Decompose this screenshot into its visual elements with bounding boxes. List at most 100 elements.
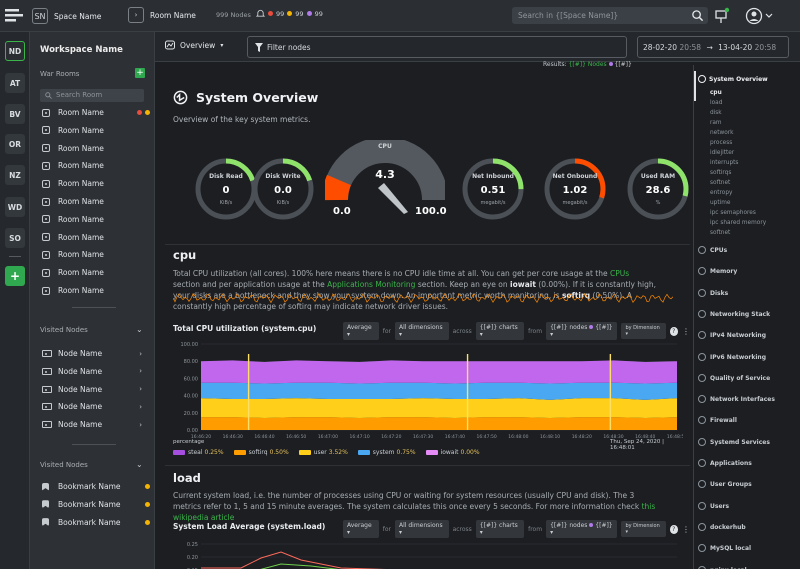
nav-section[interactable]: Disks xyxy=(694,288,800,299)
nav-section[interactable]: IPv6 Networking xyxy=(694,352,800,363)
space-tab-or[interactable]: OR xyxy=(5,134,25,154)
charts-select[interactable]: {[#]} charts ▾ xyxy=(475,322,525,340)
date-range-picker[interactable]: 28-02-20 20:58 → 13-04-20 20:58 xyxy=(637,36,789,58)
visited-node-item[interactable]: Node Name › xyxy=(42,363,150,380)
bookmark-item[interactable]: Bookmark Name xyxy=(42,514,150,531)
room-item[interactable]: Room Name xyxy=(42,104,150,121)
room-item[interactable]: Room Name xyxy=(42,157,150,174)
nav-section[interactable]: Firewall xyxy=(694,416,800,426)
room-item[interactable]: Room Name xyxy=(42,229,150,246)
room-item[interactable]: Room Name xyxy=(42,193,150,210)
alerts-summary[interactable]: 99 99 99 xyxy=(256,9,323,18)
group-by-select[interactable]: by Dimension ▾ xyxy=(621,323,666,339)
room-item[interactable]: Room Name xyxy=(42,122,150,139)
nav-sub-item[interactable]: softirqs xyxy=(710,170,732,176)
aggregation-select[interactable]: Average ▾ xyxy=(343,520,379,538)
nav-sub-item[interactable]: entropy xyxy=(710,190,733,196)
nav-sub-item[interactable]: cpu xyxy=(710,90,722,96)
room-item[interactable]: Room Name xyxy=(42,246,150,263)
nav-section[interactable]: Systemd Services xyxy=(694,437,800,448)
room-item[interactable]: Room Name xyxy=(42,175,150,192)
room-item[interactable]: Room Name xyxy=(42,211,150,228)
nav-sub-item[interactable]: idlejitter xyxy=(710,150,735,156)
charts-select[interactable]: {[#]} charts ▾ xyxy=(475,520,525,538)
nav-section[interactable]: Quality of Service xyxy=(694,373,800,384)
filter-nodes-button[interactable]: Filter nodes xyxy=(247,36,627,58)
help-icon[interactable]: ? xyxy=(669,524,678,534)
add-space-button[interactable]: + xyxy=(5,266,25,286)
broadcast-icon[interactable] xyxy=(712,6,732,26)
nav-sub-item[interactable]: uptime xyxy=(710,200,731,206)
group-by-select[interactable]: by Dimension ▾ xyxy=(621,521,666,537)
nav-section[interactable]: MySQL local xyxy=(694,544,800,554)
room-selector[interactable]: › Room Name xyxy=(128,7,196,23)
nav-section[interactable]: nginx local xyxy=(694,565,800,569)
nav-section[interactable]: Users xyxy=(694,501,800,512)
nav-sub-item[interactable]: ram xyxy=(710,120,722,126)
space-tab-nd[interactable]: ND xyxy=(5,41,25,61)
nav-section[interactable]: User Groups xyxy=(694,480,800,490)
room-item[interactable]: Room Name xyxy=(42,282,150,299)
visited-node-item[interactable]: Node Name › xyxy=(42,398,150,415)
visited-node-item[interactable]: Node Name › xyxy=(42,416,150,433)
nav-sub-item[interactable]: ipc shared memory xyxy=(710,220,767,226)
wikipedia-link[interactable]: this wikipedia article xyxy=(173,502,656,522)
nav-sub-item[interactable]: disk xyxy=(710,110,722,116)
menu-icon[interactable] xyxy=(5,7,25,24)
space-tab-wd[interactable]: WD xyxy=(5,197,25,217)
nodes-select[interactable]: {[#]} nodes {[#]} ▾ xyxy=(546,322,618,340)
space-tab-nz[interactable]: NZ xyxy=(5,165,25,185)
add-room-button[interactable]: + xyxy=(135,68,145,78)
nav-sub-item[interactable]: network xyxy=(710,130,734,136)
nav-section[interactable]: dockerhub xyxy=(694,522,800,533)
nav-system-overview[interactable]: System Overview xyxy=(698,75,768,83)
nav-section[interactable]: Networking Stack xyxy=(694,309,800,320)
space-selector[interactable]: SN Space Name xyxy=(32,7,101,25)
nav-section[interactable]: Network Interfaces xyxy=(694,395,800,405)
nav-sub-item[interactable]: interrupts xyxy=(710,160,739,166)
bookmark-item[interactable]: Bookmark Name xyxy=(42,478,150,495)
search-room-input[interactable]: Search Room xyxy=(40,89,144,102)
help-icon[interactable]: ? xyxy=(669,326,678,336)
room-item[interactable]: Room Name xyxy=(42,140,150,157)
nav-sub-item[interactable]: softnet xyxy=(710,180,731,186)
room-item[interactable]: Room Name xyxy=(42,264,150,281)
nav-sub-item[interactable]: softnet xyxy=(710,230,731,236)
legend-item-system[interactable]: system 0.75% xyxy=(357,449,416,456)
chevron-down-icon[interactable]: ⌄ xyxy=(136,460,143,469)
legend-item-iowait[interactable]: iowait 0.00% xyxy=(425,449,480,456)
more-options-icon[interactable]: ⋮ xyxy=(682,524,690,534)
search-icon[interactable] xyxy=(691,9,704,22)
nav-sub-item[interactable]: ipc semaphores xyxy=(710,210,756,216)
nav-section[interactable]: CPUs xyxy=(694,246,800,256)
legend-item-softirq[interactable]: softirq 0.50% xyxy=(233,449,289,456)
nav-section[interactable]: Applications xyxy=(694,459,800,469)
space-tab-so[interactable]: SO xyxy=(5,228,25,248)
chevron-down-icon[interactable]: ⌄ xyxy=(136,325,143,334)
dimensions-select[interactable]: All dimensions ▾ xyxy=(395,520,449,538)
overview-dropdown[interactable]: Overview ▾ xyxy=(165,40,223,50)
gauge-unit: megabit/s xyxy=(562,200,588,206)
aggregation-select[interactable]: Average ▾ xyxy=(343,322,379,340)
applications-monitoring-link[interactable]: Applications Monitoring xyxy=(327,280,416,289)
nodes-select[interactable]: {[#]} nodes {[#]} ▾ xyxy=(546,520,618,538)
visited-node-item[interactable]: Node Name › xyxy=(42,345,150,362)
more-options-icon[interactable]: ⋮ xyxy=(682,326,690,336)
bookmark-item[interactable]: Bookmark Name xyxy=(42,496,150,513)
space-tab-at[interactable]: AT xyxy=(5,73,25,93)
nav-section[interactable]: IPv4 Networking xyxy=(694,331,800,341)
user-menu-icon[interactable] xyxy=(744,6,774,26)
bookmark-icon xyxy=(42,482,49,491)
cpus-link[interactable]: CPUs xyxy=(610,269,630,278)
dimensions-select[interactable]: All dimensions ▾ xyxy=(395,322,449,340)
legend-item-steal[interactable]: steal 0.25% xyxy=(173,449,224,456)
load-line-chart[interactable]: 0.250.200.15 xyxy=(173,538,683,569)
space-tab-bv[interactable]: BV xyxy=(5,104,25,124)
legend-item-user[interactable]: user 3.52% xyxy=(298,449,348,456)
nav-section[interactable]: Memory xyxy=(694,267,800,277)
nav-sub-item[interactable]: load xyxy=(710,100,723,106)
nav-sub-item[interactable]: process xyxy=(710,140,733,146)
search-input[interactable]: Search in {[Space Name]} xyxy=(512,7,708,24)
visited-node-item[interactable]: Node Name › xyxy=(42,381,150,398)
